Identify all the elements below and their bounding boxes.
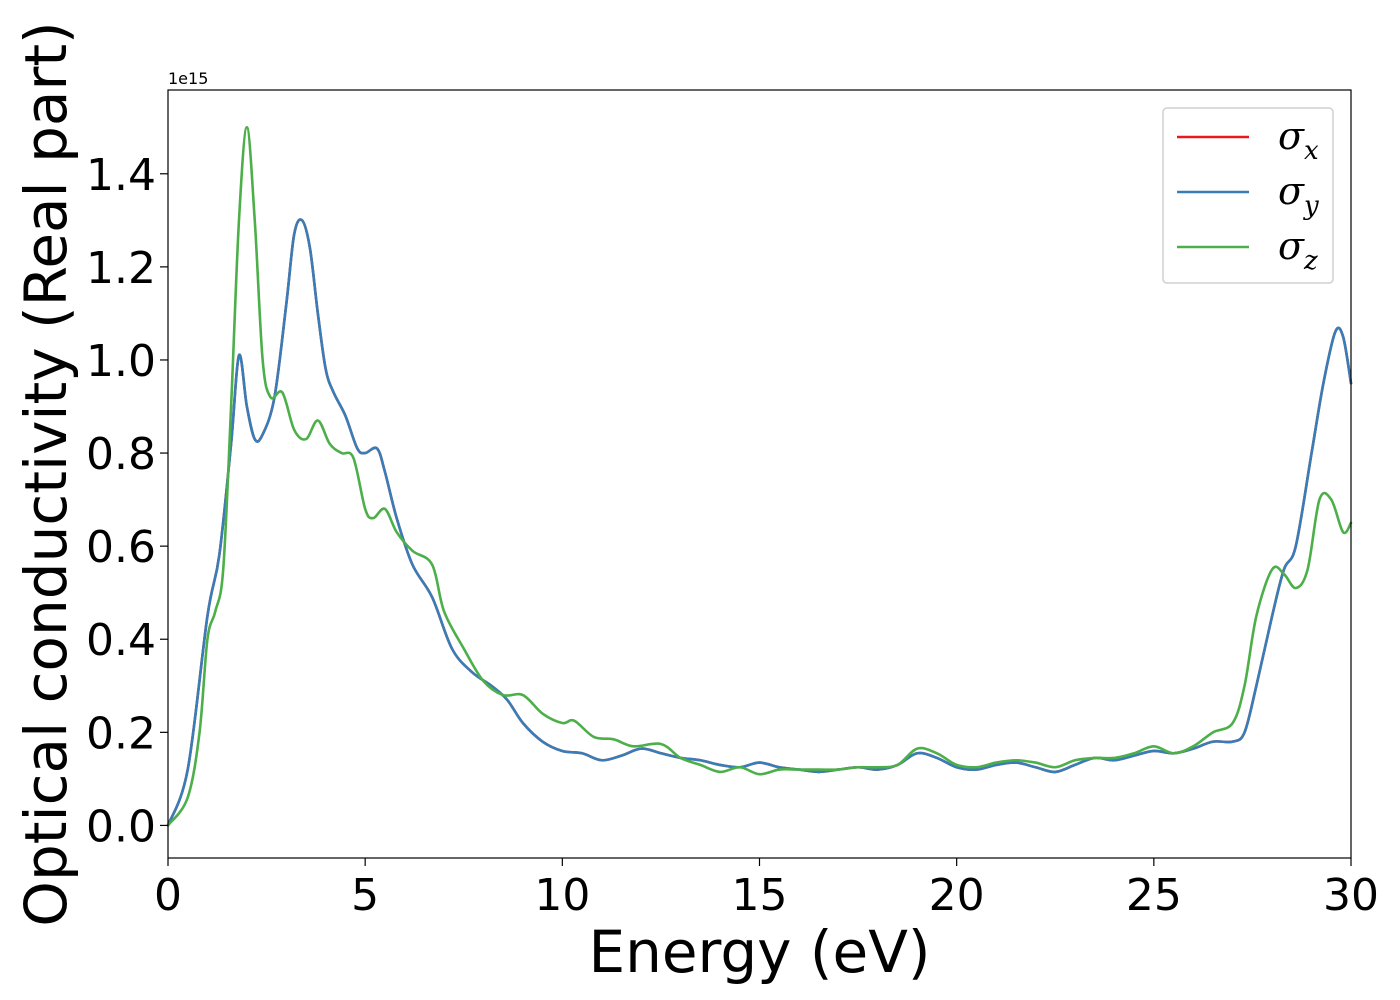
y-tick-label: 0.4	[86, 615, 156, 666]
x-tick-label: 30	[1323, 870, 1379, 921]
legend-label-sigma-z: σz	[1278, 224, 1318, 276]
legend-subscript: z	[1303, 246, 1318, 276]
x-tick-label: 15	[732, 870, 788, 921]
series-line-sigma-z	[166, 125, 1353, 827]
legend-subscript: y	[1303, 191, 1319, 221]
x-tick-label: 5	[351, 870, 379, 921]
x-axis: 0 5 10 15 20 25 30	[154, 858, 1379, 921]
x-tick-label: 0	[154, 870, 182, 921]
x-tick-label: 25	[1126, 870, 1182, 921]
y-tick-label: 1.4	[86, 150, 156, 201]
legend-label-sigma-x: σx	[1278, 114, 1319, 166]
legend-symbol: σ	[1278, 114, 1305, 158]
x-tick-label: 10	[534, 870, 590, 921]
x-axis-title: Energy (eV)	[588, 918, 930, 986]
y-tick-label: 0.0	[86, 801, 156, 852]
legend-symbol: σ	[1278, 169, 1305, 213]
y-axis-title: Optical conductivity (Real part)	[12, 21, 80, 926]
y-tick-label: 1.0	[86, 336, 156, 387]
legend-subscript: x	[1304, 136, 1319, 166]
legend-box	[1162, 107, 1334, 284]
y-tick-label: 1.2	[86, 243, 156, 294]
y-offset-label: 1e15	[168, 69, 208, 88]
y-tick-label: 0.6	[86, 522, 156, 573]
y-axis: 0.0 0.2 0.4 0.6 0.8 1.0 1.2 1.4	[86, 150, 168, 852]
legend-symbol: σ	[1278, 224, 1305, 268]
series-layer	[166, 125, 1353, 827]
y-tick-label: 0.8	[86, 429, 156, 480]
legend-label-sigma-y: σy	[1278, 169, 1319, 221]
x-tick-label: 20	[929, 870, 985, 921]
y-tick-label: 0.2	[86, 708, 156, 759]
